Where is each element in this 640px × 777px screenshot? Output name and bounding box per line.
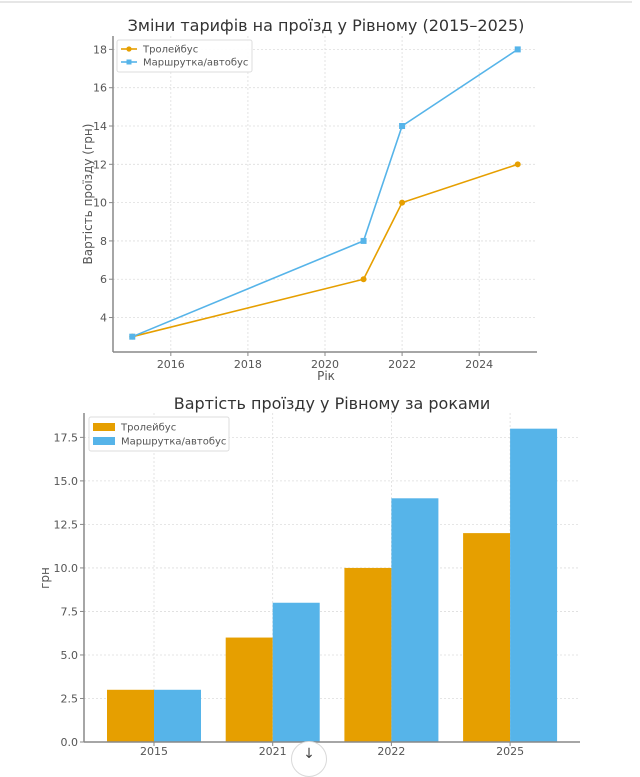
line-chart-ytick-label: 8 bbox=[100, 235, 107, 248]
bar-chart-ytick-label: 12.5 bbox=[54, 518, 79, 531]
bar-chart-legend-label: Маршрутка/автобус bbox=[121, 437, 226, 448]
line-chart-legend-box bbox=[116, 39, 253, 73]
line-point-trolleybus bbox=[514, 161, 521, 168]
line-chart-ytick-label: 6 bbox=[100, 273, 107, 286]
line-chart-ylabel: Вартість проїзду (грн) bbox=[81, 124, 95, 265]
line-chart-title: Зміни тарифів на проїзд у Рівному (2015–… bbox=[128, 16, 525, 35]
bar-minibus bbox=[154, 689, 201, 742]
bar-trolleybus bbox=[225, 637, 273, 742]
bar-chart-xtick-label: 2022 bbox=[377, 745, 405, 758]
line-chart-ytick-label: 12 bbox=[93, 158, 107, 171]
legend-color-swatch bbox=[93, 437, 115, 445]
bar-chart-legend-box bbox=[88, 416, 230, 452]
bar-chart-ytick-label: 2.5 bbox=[61, 692, 79, 705]
bar-chart-ytick-label: 0.0 bbox=[61, 736, 79, 749]
bar-minibus bbox=[272, 602, 320, 742]
bar-chart-ylabel: грн bbox=[38, 567, 52, 589]
bar-minibus bbox=[391, 498, 439, 742]
line-chart-xtick-label: 2022 bbox=[388, 358, 416, 371]
line-point-minibus bbox=[399, 123, 406, 130]
line-point-minibus bbox=[129, 333, 136, 340]
bar-chart-ytick-label: 17.5 bbox=[54, 431, 79, 444]
bar-chart-xtick-label: 2015 bbox=[140, 745, 168, 758]
bar-chart-ytick-label: 5.0 bbox=[61, 649, 79, 662]
line-series-trolleybus bbox=[132, 163, 518, 338]
legend-circle-marker-icon bbox=[126, 46, 132, 52]
bar-chart-xtick-label: 2021 bbox=[259, 745, 287, 758]
line-chart-xtick-label: 2016 bbox=[157, 358, 185, 371]
legend-color-swatch bbox=[93, 423, 115, 431]
line-series-minibus bbox=[131, 48, 519, 338]
line-chart-xtick-label: 2020 bbox=[311, 358, 339, 371]
top-divider bbox=[0, 1, 632, 3]
line-chart-xtick-label: 2024 bbox=[465, 358, 493, 371]
line-point-trolleybus bbox=[360, 276, 367, 283]
scroll-down-button[interactable]: ↓ bbox=[291, 741, 327, 777]
bar-trolleybus bbox=[107, 689, 154, 742]
line-point-minibus bbox=[514, 46, 521, 53]
bar-chart-xtick-label: 2025 bbox=[496, 745, 524, 758]
bar-chart-ytick-label: 15.0 bbox=[54, 475, 79, 488]
line-chart-ytick-label: 16 bbox=[93, 82, 107, 95]
line-chart-xtick-label: 2018 bbox=[234, 358, 262, 371]
arrow-down-icon: ↓ bbox=[303, 746, 315, 762]
bar-trolleybus bbox=[463, 533, 511, 742]
line-chart-ytick-label: 10 bbox=[93, 197, 107, 210]
legend-square-marker-icon bbox=[126, 59, 132, 65]
bar-trolleybus bbox=[344, 567, 392, 742]
bar-chart-title: Вартість проїзду у Рівному за роками bbox=[174, 394, 491, 413]
line-chart-legend-label: Тролейбус bbox=[142, 45, 198, 56]
bar-chart-ytick-label: 7.5 bbox=[61, 605, 79, 618]
bar-chart-ytick-label: 10.0 bbox=[54, 562, 79, 575]
line-point-trolleybus bbox=[399, 199, 406, 206]
line-chart-ytick-label: 18 bbox=[93, 43, 107, 56]
line-chart-xlabel: Рік bbox=[317, 369, 335, 383]
bar-chart-legend-label: Тролейбус bbox=[120, 423, 176, 434]
line-point-minibus bbox=[360, 237, 367, 244]
line-chart-ytick-label: 4 bbox=[100, 312, 107, 325]
line-chart-legend-label: Маршрутка/автобус bbox=[143, 58, 248, 69]
bar-minibus bbox=[510, 428, 558, 742]
line-chart-ytick-label: 14 bbox=[93, 120, 107, 133]
